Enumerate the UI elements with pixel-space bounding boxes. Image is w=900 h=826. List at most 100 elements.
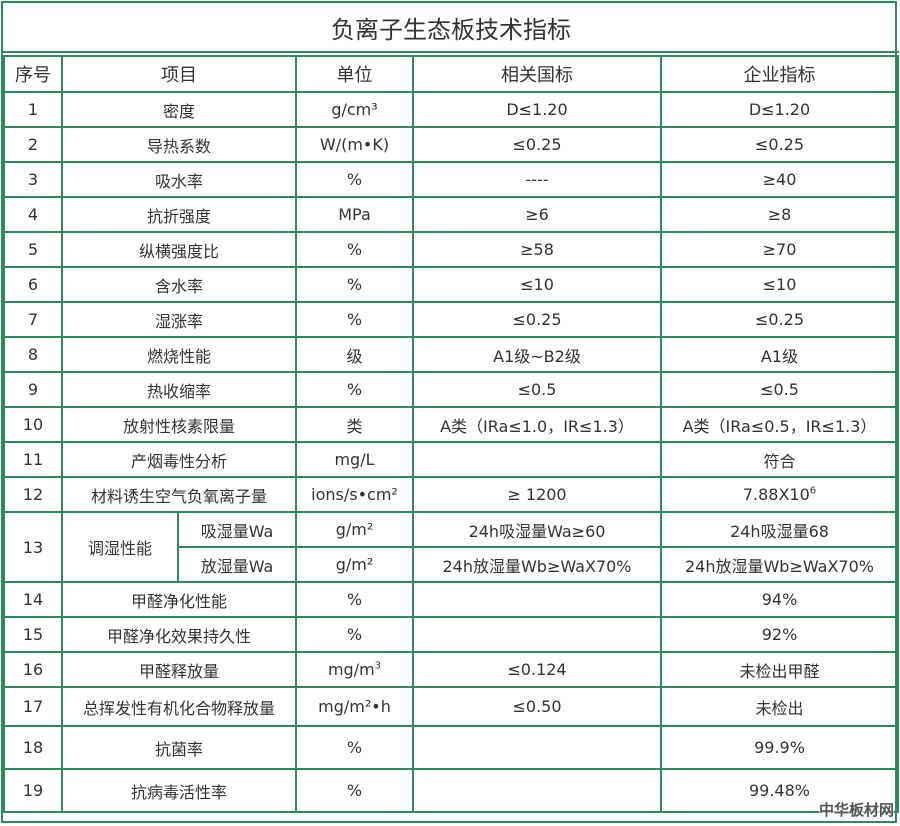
cell-national <box>412 725 662 770</box>
table-row: 19 抗病毒活性率 % 99.48% <box>3 768 899 813</box>
table-row: 4 抗折强度 MPa ≥6 ≥8 <box>3 196 899 233</box>
table-title: 负离子生态板技术指标 <box>3 3 899 53</box>
table-row: 17 总挥发性有机化合物释放量 mg/m²•h ≤0.50 未检出 <box>3 686 899 727</box>
cell-national: ≤0.25 <box>412 301 662 338</box>
cell-enterprise: 24h吸湿量68 <box>660 511 899 548</box>
table-row: 3 吸水率 % ---- ≥40 <box>3 161 899 198</box>
cell-enterprise: 92% <box>660 616 899 653</box>
table-row: 10 放射性核素限量 类 A类（IRa≤1.0，IR≤1.3） A类（IRa≤0… <box>3 406 899 443</box>
cell-seq: 6 <box>3 266 63 303</box>
cell-enterprise: 24h放湿量Wb≥WaX70% <box>660 546 899 583</box>
cell-enterprise: ≤0.25 <box>660 126 899 163</box>
cell-unit: g/m² <box>295 511 414 548</box>
cell-seq: 2 <box>3 126 63 163</box>
cell-seq: 7 <box>3 301 63 338</box>
cell-national: A类（IRa≤1.0，IR≤1.3） <box>412 406 662 443</box>
cell-unit: ions/s•cm² <box>295 476 414 513</box>
cell-national: ≤10 <box>412 266 662 303</box>
cell-item: 抗病毒活性率 <box>61 768 297 813</box>
table-row: 5 纵横强度比 % ≥58 ≥70 <box>3 231 899 268</box>
cell-national: ≤0.50 <box>412 686 662 727</box>
table-row: 11 产烟毒性分析 mg/L 符合 <box>3 441 899 478</box>
cell-item: 抗折强度 <box>61 196 297 233</box>
cell-subitem: 放湿量Wa <box>177 546 297 583</box>
header-national: 相关国标 <box>412 55 662 93</box>
cell-seq: 18 <box>3 725 63 770</box>
cell-enterprise: 未检出 <box>660 686 899 727</box>
cell-enterprise: A类（IRa≤0.5，IR≤1.3） <box>660 406 899 443</box>
cell-unit: % <box>295 768 414 813</box>
cell-seq: 1 <box>3 91 63 128</box>
cell-seq: 17 <box>3 686 63 727</box>
cell-unit: % <box>295 231 414 268</box>
table-row: 2 导热系数 W/(m•K) ≤0.25 ≤0.25 <box>3 126 899 163</box>
spec-table: 序号 项目 单位 相关国标 企业指标 1 密度 g/cm³ D≤1.20 D≤1… <box>3 55 899 813</box>
cell-unit: mg/m3 <box>295 651 414 688</box>
cell-unit: g/cm³ <box>295 91 414 128</box>
cell-unit: 类 <box>295 406 414 443</box>
table-row: 8 燃烧性能 级 A1级~B2级 A1级 <box>3 336 899 373</box>
cell-seq: 3 <box>3 161 63 198</box>
enterprise-exponent: 6 <box>809 485 817 497</box>
cell-subitem: 吸湿量Wa <box>177 511 297 548</box>
cell-national: ≤0.25 <box>412 126 662 163</box>
header-row: 序号 项目 单位 相关国标 企业指标 <box>3 55 899 93</box>
cell-national: ≤0.124 <box>412 651 662 688</box>
cell-seq: 13 <box>3 511 63 583</box>
cell-item: 放射性核素限量 <box>61 406 297 443</box>
cell-national <box>412 581 662 618</box>
header-unit: 单位 <box>295 55 414 93</box>
cell-seq: 19 <box>3 768 63 813</box>
cell-unit: % <box>295 266 414 303</box>
cell-unit: MPa <box>295 196 414 233</box>
cell-national: ---- <box>412 161 662 198</box>
cell-enterprise: 未检出甲醛 <box>660 651 899 688</box>
cell-national <box>412 768 662 813</box>
cell-item: 甲醛净化效果持久性 <box>61 616 297 653</box>
header-seq: 序号 <box>3 55 63 93</box>
cell-item: 总挥发性有机化合物释放量 <box>61 686 297 727</box>
cell-enterprise: 符合 <box>660 441 899 478</box>
cell-enterprise: ≤0.5 <box>660 371 899 408</box>
cell-unit: % <box>295 581 414 618</box>
cell-seq: 11 <box>3 441 63 478</box>
cell-seq: 9 <box>3 371 63 408</box>
table-row: 13 调湿性能 吸湿量Wa g/m² 24h吸湿量Wa≥60 24h吸湿量68 <box>3 511 899 583</box>
table-row: 12 材料诱生空气负氧离子量 ions/s•cm² ≥ 1200 7.88X10… <box>3 476 899 513</box>
unit-exponent: 3 <box>374 660 382 672</box>
cell-enterprise: 7.88X106 <box>660 476 899 513</box>
cell-item: 抗菌率 <box>61 725 297 770</box>
cell-unit: % <box>295 371 414 408</box>
cell-item: 产烟毒性分析 <box>61 441 297 478</box>
cell-seq: 15 <box>3 616 63 653</box>
cell-unit: g/m² <box>295 546 414 583</box>
cell-national: ≥58 <box>412 231 662 268</box>
table-row: 16 甲醛释放量 mg/m3 ≤0.124 未检出甲醛 <box>3 651 899 688</box>
table-row: 放湿量Wa g/m² 24h放湿量Wb≥WaX70% 24h放湿量Wb≥WaX7… <box>4 546 899 583</box>
enterprise-base: 7.88X10 <box>742 485 810 504</box>
table-row: 9 热收缩率 % ≤0.5 ≤0.5 <box>3 371 899 408</box>
cell-enterprise: 94% <box>660 581 899 618</box>
cell-item: 湿涨率 <box>61 301 297 338</box>
cell-seq: 8 <box>3 336 63 373</box>
cell-item: 甲醛净化性能 <box>61 581 297 618</box>
table-row: 6 含水率 % ≤10 ≤10 <box>3 266 899 303</box>
cell-item: 燃烧性能 <box>61 336 297 373</box>
cell-item: 调湿性能 <box>61 511 179 583</box>
cell-seq: 12 <box>3 476 63 513</box>
cell-enterprise: A1级 <box>660 336 899 373</box>
watermark-text: 中华板材网 <box>818 799 894 820</box>
cell-unit: W/(m•K) <box>295 126 414 163</box>
cell-item: 甲醛释放量 <box>61 651 297 688</box>
header-item: 项目 <box>61 55 297 93</box>
cell-seq: 14 <box>3 581 63 618</box>
cell-unit: % <box>295 301 414 338</box>
cell-item: 吸水率 <box>61 161 297 198</box>
cell-national: 24h吸湿量Wa≥60 <box>412 511 662 548</box>
cell-national: ≤0.5 <box>412 371 662 408</box>
table-row: 1 密度 g/cm³ D≤1.20 D≤1.20 <box>3 91 899 128</box>
cell-enterprise: ≥40 <box>660 161 899 198</box>
header-enterprise: 企业指标 <box>660 55 899 93</box>
cell-unit: % <box>295 725 414 770</box>
